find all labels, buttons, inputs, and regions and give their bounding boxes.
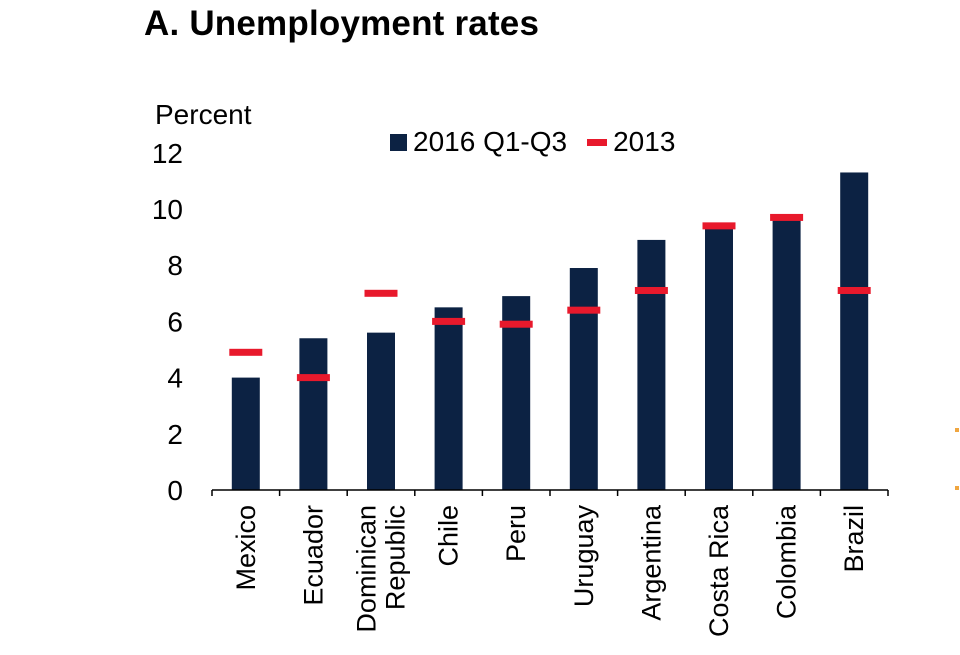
legend-bar-swatch — [390, 133, 407, 151]
x-tick-label: Ecuador — [298, 505, 328, 606]
x-tick-label: Mexico — [231, 505, 261, 591]
marker-2013 — [499, 320, 533, 328]
marker-2013 — [702, 222, 736, 230]
bar-2016 — [367, 332, 395, 490]
bar-2016 — [705, 225, 733, 491]
y-axis-label: Percent — [155, 99, 252, 130]
marker-2013 — [364, 289, 398, 297]
legend-marker-swatch — [587, 138, 608, 146]
bar-2016 — [434, 307, 463, 490]
x-tick-label: Costa Rica — [704, 504, 734, 637]
x-tick-label: Uruguay — [569, 505, 599, 608]
x-tick-label: Chile — [434, 505, 464, 567]
bar-2016 — [569, 268, 598, 490]
y-tick-label: 0 — [167, 475, 183, 506]
marker-2013 — [229, 348, 263, 356]
legend-item-2016: 2016 Q1-Q3 — [390, 126, 567, 158]
y-tick-label: 12 — [152, 138, 183, 169]
x-tick-label: Peru — [501, 505, 531, 562]
marker-2013 — [837, 286, 871, 294]
legend-label-2013: 2013 — [613, 126, 676, 157]
bar-2016 — [637, 239, 666, 490]
edge-accent-mark — [955, 486, 959, 490]
bar-2016 — [772, 217, 801, 490]
marker-2013 — [770, 213, 804, 221]
y-tick-label: 10 — [152, 194, 183, 225]
bar-2016 — [840, 172, 869, 490]
x-tick-label: Dominican — [352, 505, 382, 633]
y-tick-label: 6 — [167, 306, 183, 337]
x-tick-label: Republic — [381, 505, 411, 610]
bar-2016 — [231, 377, 260, 490]
legend-label-2016: 2016 Q1-Q3 — [413, 126, 568, 157]
edge-accent-mark — [955, 428, 959, 432]
bar-2016 — [299, 338, 328, 490]
chart-title: A. Unemployment rates — [144, 4, 540, 43]
legend-item-2013: 2013 — [567, 126, 675, 158]
x-tick-label: Colombia — [772, 504, 802, 619]
marker-2013 — [634, 286, 668, 294]
y-tick-label: 2 — [167, 419, 183, 450]
marker-2013 — [296, 374, 330, 382]
y-tick-label: 8 — [167, 250, 183, 281]
x-tick-label: Argentina — [636, 504, 666, 621]
y-tick-label: 4 — [167, 363, 183, 394]
bar-2016 — [502, 296, 531, 490]
chart-legend: 2016 Q1-Q3 2013 — [390, 126, 675, 158]
marker-2013 — [432, 317, 466, 325]
x-tick-label: Brazil — [839, 505, 869, 573]
marker-2013 — [567, 306, 601, 314]
